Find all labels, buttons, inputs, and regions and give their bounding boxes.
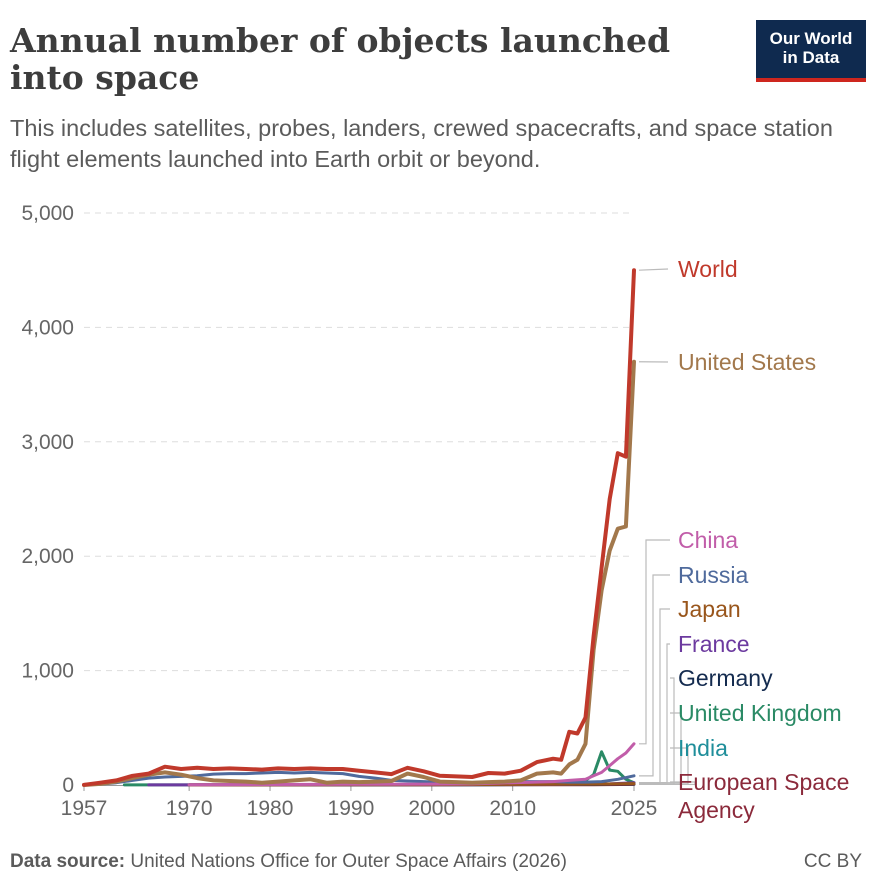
legend-label-germany[interactable]: Germany	[678, 665, 773, 691]
x-tick-label: 2000	[408, 797, 455, 820]
legend-connector	[639, 643, 670, 784]
data-source-label: Data source:	[10, 851, 126, 872]
logo-line-2: in Data	[782, 48, 840, 67]
legend-connector	[639, 781, 696, 786]
license-link[interactable]: CC BY	[803, 851, 862, 872]
legend-label-japan[interactable]: Japan	[678, 596, 741, 622]
legend-label-india[interactable]: India	[678, 735, 728, 761]
legend-connector	[639, 608, 670, 785]
y-tick-label: 3,000	[21, 431, 74, 454]
x-tick-label: 1990	[328, 797, 375, 820]
series-line-world[interactable]	[82, 268, 636, 787]
legend-label-european-space-agency[interactable]: European Space Agency	[678, 769, 849, 823]
legend-connector	[639, 574, 670, 777]
series-line-united-states[interactable]	[82, 359, 636, 787]
chart-subtitle: This includes satellites, probes, lander…	[10, 115, 833, 172]
chart-title: Annual number of objects launched into s…	[10, 21, 671, 97]
legend-connector	[639, 539, 670, 745]
x-tick-label: 1970	[166, 797, 213, 820]
x-tick-label: 2010	[489, 797, 536, 820]
x-axis: 1957 1970 1980 1990 2000 2010 2025	[61, 785, 658, 820]
x-tick-label: 1980	[247, 797, 294, 820]
y-tick-label: 0	[62, 774, 74, 797]
owid-logo[interactable]: Our World in Data	[756, 20, 866, 82]
y-tick-label: 2,000	[21, 545, 74, 568]
data-source: Data source: United Nations Office for O…	[10, 851, 567, 873]
y-tick-label: 4,000	[21, 316, 74, 339]
legend-label-world[interactable]: World	[678, 256, 738, 282]
series-lines	[82, 268, 636, 787]
x-tick-label: 2025	[611, 797, 658, 820]
x-tick-label: 1957	[61, 797, 108, 820]
legend-label-china[interactable]: China	[678, 527, 738, 553]
legend-label-france[interactable]: France	[678, 631, 750, 657]
logo-line-1: Our World	[769, 29, 853, 48]
legend-label-russia[interactable]: Russia	[678, 562, 749, 588]
data-source-text[interactable]: United Nations Office for Outer Space Af…	[130, 851, 567, 872]
legend: World United States China Russia Japan France…	[638, 256, 849, 823]
legend-label-united-states[interactable]: United States	[678, 349, 816, 375]
y-tick-label: 5,000	[21, 202, 74, 225]
legend-connector	[638, 268, 669, 271]
series-line-china[interactable]	[187, 742, 636, 787]
gridlines	[84, 212, 634, 672]
y-tick-label: 1,000	[21, 660, 74, 683]
y-axis-ticks: 0 1,000 2,000 3,000 4,000 5,000	[21, 202, 74, 797]
legend-connector	[639, 677, 675, 785]
legend-label-united-kingdom[interactable]: United Kingdom	[678, 700, 842, 726]
